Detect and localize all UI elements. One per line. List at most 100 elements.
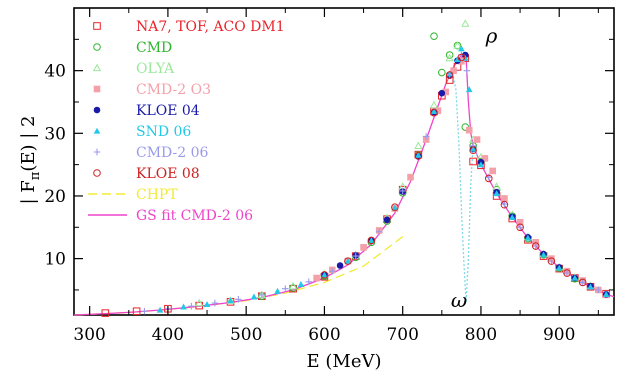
data-point — [442, 88, 450, 96]
data-point — [156, 306, 164, 313]
data-layer — [73, 19, 615, 317]
legend-item: CMD-2 06 — [93, 145, 209, 161]
data-point — [438, 89, 446, 97]
x-tick-label: 900 — [543, 325, 575, 345]
data-point — [328, 267, 336, 275]
data-point — [297, 281, 305, 287]
svg-text:| Fπ(E) | 2: | Fπ(E) | 2 — [18, 116, 43, 205]
data-point — [258, 291, 266, 299]
legend-label: KLOE 08 — [136, 166, 200, 182]
legend-label: CHPT — [136, 187, 178, 203]
data-point — [587, 283, 594, 290]
y-tick-label: 30 — [44, 124, 66, 144]
data-point — [274, 287, 281, 294]
data-point — [555, 264, 563, 271]
x-tick-label: 400 — [152, 325, 184, 345]
data-point — [516, 223, 524, 231]
data-point — [465, 86, 473, 93]
y-axis-label-tail: (E) | 2 — [18, 116, 39, 172]
data-point — [180, 303, 187, 310]
data-point — [462, 54, 469, 61]
x-tick-label: 300 — [73, 325, 105, 345]
legend-marker — [93, 106, 101, 114]
data-point — [477, 161, 485, 168]
data-point — [375, 228, 383, 235]
data-point — [344, 257, 352, 264]
data-point — [391, 204, 399, 211]
legend-item: CHPT — [88, 187, 178, 203]
y-tick-label: 10 — [44, 250, 66, 270]
legend-marker — [93, 127, 101, 134]
data-point — [235, 296, 242, 303]
data-point — [434, 107, 442, 115]
data-point — [414, 141, 423, 149]
data-point — [489, 167, 496, 175]
series-kloe-04 — [321, 51, 610, 298]
legend-label: CMD-2 06 — [136, 145, 209, 161]
series-kloe-08 — [320, 53, 587, 287]
data-point — [282, 285, 289, 292]
data-point — [463, 67, 471, 74]
legend-label: GS fit CMD-2 06 — [136, 208, 253, 224]
data-point — [563, 269, 571, 277]
data-point — [195, 298, 204, 307]
x-axis-label: E (MeV) — [307, 351, 382, 370]
data-point — [211, 299, 219, 307]
legend-marker — [92, 63, 102, 72]
data-point — [227, 297, 234, 304]
data-point — [407, 173, 414, 181]
data-point — [524, 234, 532, 241]
data-point — [313, 274, 320, 282]
data-point — [516, 218, 524, 226]
data-point — [548, 257, 555, 265]
y-tick-label: 20 — [44, 187, 66, 207]
series-cmd-2-06 — [141, 51, 602, 315]
x-tick-label: 800 — [465, 325, 497, 345]
data-point — [445, 71, 454, 79]
data-point — [383, 216, 391, 224]
data-point — [493, 190, 500, 197]
data-point — [415, 151, 422, 158]
data-point — [101, 309, 110, 317]
data-point — [288, 281, 298, 290]
legend-label: SND 06 — [136, 124, 191, 140]
legend-label: CMD-2 O3 — [136, 82, 211, 98]
data-point — [473, 136, 481, 143]
data-point — [469, 146, 477, 155]
axis-layer: 300 400 500 600 700 800 900 10 20 30 40 — [44, 8, 614, 345]
omega-annotation: ω — [451, 288, 467, 312]
legend-label: KLOE 04 — [136, 103, 200, 119]
data-point — [602, 291, 610, 297]
data-point — [321, 271, 328, 278]
series-cmd — [258, 32, 579, 301]
data-point — [595, 286, 602, 294]
data-point — [368, 237, 375, 244]
data-point — [547, 257, 556, 265]
data-point — [360, 244, 367, 251]
legend-item: GS fit CMD-2 06 — [88, 208, 253, 224]
data-point — [430, 108, 438, 117]
data-point — [132, 307, 141, 316]
legend-item: OLYA — [92, 61, 175, 77]
y-axis-label-sub: π — [28, 171, 43, 180]
data-point — [563, 269, 571, 277]
data-point — [540, 251, 547, 258]
data-point — [578, 278, 587, 287]
data-point — [469, 157, 477, 166]
data-point — [445, 53, 454, 62]
data-point — [450, 67, 457, 74]
legend-item: SND 06 — [93, 124, 191, 140]
plot-frame — [73, 7, 615, 316]
legend-label: OLYA — [136, 61, 175, 77]
y-axis-label: | Fπ(E) | 2 — [18, 116, 43, 205]
y-tick-label: 40 — [44, 62, 66, 82]
legend-marker — [93, 169, 101, 177]
legend-item: CMD-2 O3 — [93, 82, 211, 98]
curve-chpt — [73, 236, 404, 316]
data-point — [320, 271, 329, 279]
data-point — [516, 223, 524, 232]
legend-marker — [93, 22, 101, 30]
data-point — [203, 301, 211, 307]
data-point — [305, 278, 313, 286]
